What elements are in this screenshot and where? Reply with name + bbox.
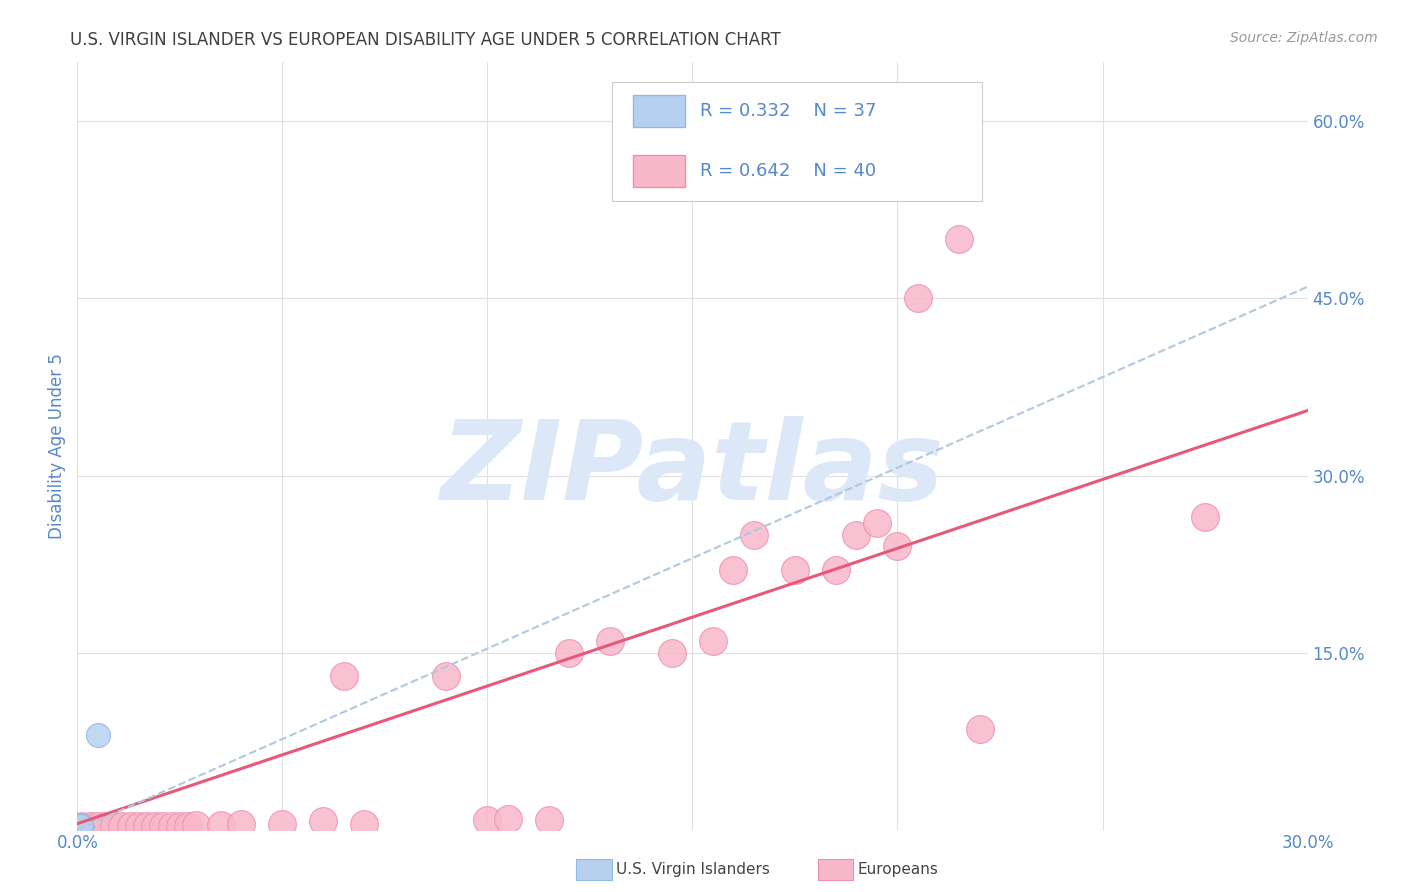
Point bbox=[353, 816, 375, 830]
Point bbox=[103, 819, 125, 833]
Point bbox=[537, 813, 560, 827]
Point bbox=[152, 819, 174, 833]
Point bbox=[845, 527, 868, 541]
Point bbox=[128, 819, 150, 833]
Point bbox=[599, 633, 621, 648]
Text: U.S. Virgin Islanders: U.S. Virgin Islanders bbox=[616, 863, 769, 877]
Point bbox=[70, 819, 93, 833]
Point bbox=[70, 820, 93, 834]
Point bbox=[70, 819, 93, 833]
Point bbox=[70, 819, 93, 833]
Point bbox=[70, 820, 93, 834]
Point bbox=[948, 232, 970, 246]
Point bbox=[87, 819, 110, 833]
Point bbox=[70, 820, 93, 834]
Point bbox=[825, 563, 848, 577]
Point bbox=[94, 819, 117, 833]
Point bbox=[70, 820, 93, 834]
Point bbox=[70, 819, 93, 833]
Point bbox=[70, 820, 93, 834]
Text: U.S. VIRGIN ISLANDER VS EUROPEAN DISABILITY AGE UNDER 5 CORRELATION CHART: U.S. VIRGIN ISLANDER VS EUROPEAN DISABIL… bbox=[70, 31, 782, 49]
Point bbox=[886, 539, 908, 553]
Point bbox=[312, 814, 335, 829]
Point bbox=[143, 819, 166, 833]
Point bbox=[70, 819, 93, 833]
Point bbox=[70, 819, 93, 833]
Point bbox=[177, 819, 200, 833]
Point bbox=[70, 819, 93, 833]
Point bbox=[70, 819, 93, 833]
Text: ZIPatlas: ZIPatlas bbox=[440, 416, 945, 523]
Point bbox=[333, 669, 356, 683]
Point bbox=[907, 292, 929, 306]
Point bbox=[70, 820, 93, 834]
Point bbox=[1194, 509, 1216, 524]
Text: R = 0.642    N = 40: R = 0.642 N = 40 bbox=[700, 162, 876, 180]
Point bbox=[70, 819, 93, 833]
Point bbox=[70, 820, 93, 834]
Point bbox=[70, 820, 93, 834]
Point bbox=[436, 669, 458, 683]
Point bbox=[186, 818, 208, 832]
Point bbox=[742, 527, 765, 541]
Point bbox=[70, 820, 93, 834]
Point bbox=[271, 816, 294, 830]
Point bbox=[70, 820, 93, 834]
Point bbox=[496, 812, 519, 826]
Point bbox=[70, 820, 93, 834]
Point bbox=[70, 819, 93, 833]
Point bbox=[558, 646, 581, 660]
Point bbox=[661, 646, 683, 660]
Point bbox=[231, 816, 253, 830]
Point bbox=[79, 819, 101, 833]
Point bbox=[169, 819, 191, 833]
Point bbox=[70, 819, 93, 833]
Point bbox=[70, 820, 93, 834]
Point bbox=[723, 563, 745, 577]
Y-axis label: Disability Age Under 5: Disability Age Under 5 bbox=[48, 353, 66, 539]
Point bbox=[209, 818, 232, 832]
Point bbox=[866, 516, 889, 530]
Point bbox=[136, 819, 159, 833]
Text: Europeans: Europeans bbox=[858, 863, 939, 877]
Point bbox=[70, 820, 93, 834]
Point bbox=[70, 820, 93, 834]
Point bbox=[70, 820, 93, 834]
FancyBboxPatch shape bbox=[634, 95, 685, 127]
Text: Source: ZipAtlas.com: Source: ZipAtlas.com bbox=[1230, 31, 1378, 45]
Point bbox=[70, 819, 93, 833]
Point bbox=[70, 819, 93, 833]
FancyBboxPatch shape bbox=[613, 81, 981, 201]
Point bbox=[160, 819, 183, 833]
Text: R = 0.332    N = 37: R = 0.332 N = 37 bbox=[700, 102, 876, 120]
Point bbox=[120, 819, 142, 833]
Point bbox=[70, 819, 93, 833]
Point bbox=[70, 819, 93, 833]
Point bbox=[477, 813, 499, 827]
Point bbox=[70, 820, 93, 834]
Point bbox=[70, 820, 93, 834]
Point bbox=[70, 819, 93, 833]
Point bbox=[111, 819, 134, 833]
Point bbox=[70, 819, 93, 833]
Point bbox=[783, 563, 806, 577]
Point bbox=[70, 819, 93, 833]
Point bbox=[87, 728, 110, 742]
Point bbox=[969, 723, 991, 737]
Point bbox=[70, 819, 93, 833]
FancyBboxPatch shape bbox=[634, 155, 685, 187]
Point bbox=[702, 633, 724, 648]
Point bbox=[70, 819, 93, 833]
